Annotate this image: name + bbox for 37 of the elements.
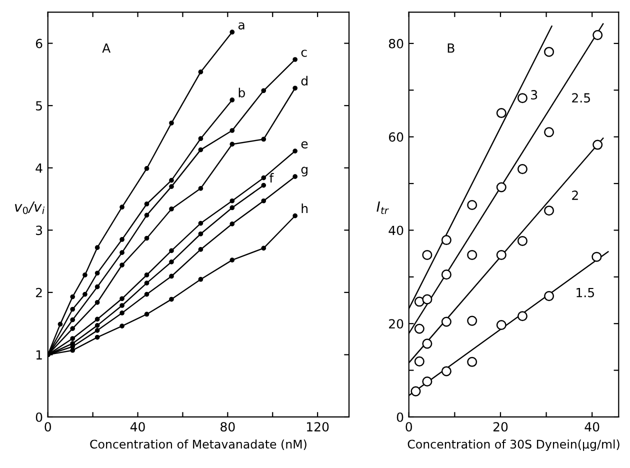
x-tick-label: 80 bbox=[220, 422, 235, 432]
y-tick-label: 5 bbox=[36, 101, 42, 111]
x-axis-title: Concentration of Metavanadate (nM) bbox=[90, 440, 306, 450]
x-tick-label: 0 bbox=[44, 422, 52, 432]
series-label: d bbox=[301, 76, 308, 86]
series-label: f bbox=[269, 173, 274, 183]
y-tick-label: 2 bbox=[36, 288, 42, 298]
y-tick-label: 1 bbox=[36, 350, 42, 360]
x-tick-label: 40 bbox=[130, 422, 145, 432]
x-tick-label: 120 bbox=[307, 422, 329, 432]
y-tick-label: 40 bbox=[388, 226, 404, 236]
series-label: g bbox=[301, 166, 308, 176]
x-axis-title: Concentration of 30S Dynein(µg/ml) bbox=[408, 440, 620, 451]
y-tick-label: 60 bbox=[388, 132, 404, 142]
series-label: e bbox=[301, 141, 308, 148]
series-label: 1.5 bbox=[576, 288, 594, 298]
y-tick-label: 4 bbox=[36, 164, 42, 173]
y-tick-label: 3 bbox=[36, 226, 42, 236]
y-tick-label: 20 bbox=[389, 319, 404, 329]
x-tick-label: 0 bbox=[406, 422, 412, 432]
y-tick-label: 80 bbox=[388, 38, 404, 48]
y-axis-title: I$_{tr}$ bbox=[376, 202, 389, 214]
series-label: 3 bbox=[531, 90, 538, 100]
legend-label: 2.5 bbox=[572, 93, 590, 103]
y-tick-label: 0 bbox=[396, 412, 404, 422]
x-tick-label: 40 bbox=[584, 422, 600, 432]
annotation: A bbox=[102, 44, 111, 53]
series-label: h bbox=[302, 204, 308, 214]
legend-label: a bbox=[238, 22, 244, 30]
series-label: c bbox=[301, 50, 307, 57]
x-tick-label: 20 bbox=[493, 422, 508, 432]
annotation: B bbox=[448, 44, 454, 53]
y-axis-title: v$_{0}$/v$_{i}$ bbox=[14, 202, 45, 214]
y-tick-label: 0 bbox=[36, 412, 42, 422]
series-label: b bbox=[238, 88, 245, 98]
y-tick-label: 6 bbox=[36, 38, 42, 48]
series-label: 2 bbox=[572, 190, 578, 200]
